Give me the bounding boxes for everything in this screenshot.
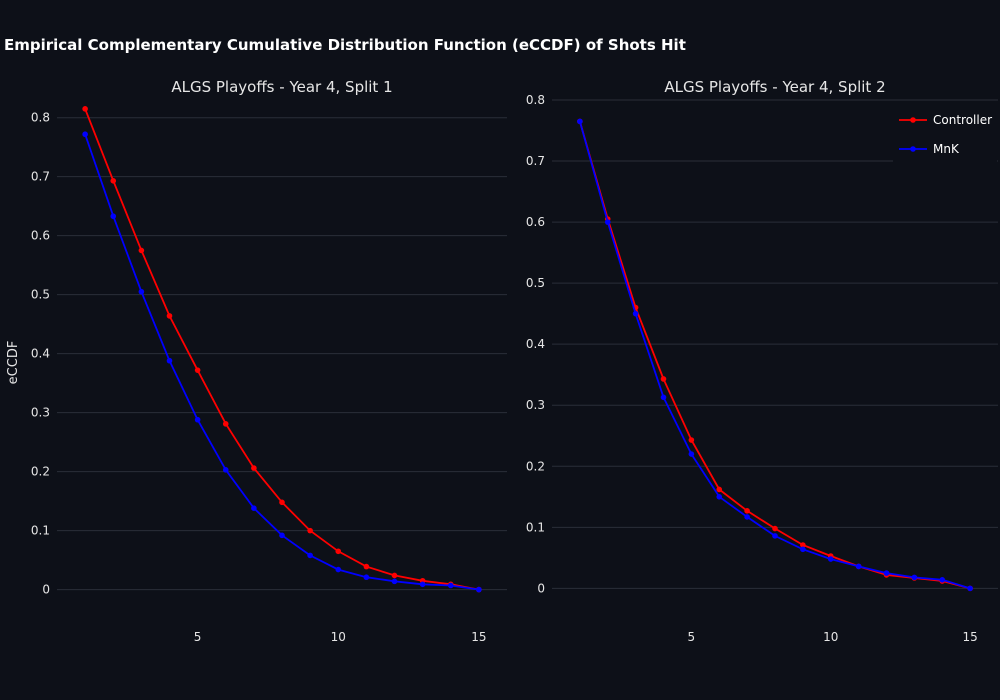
chart2-series-line-mnk [579,121,971,590]
chart2-point-mnk-8 [772,533,778,539]
chart2-point-mnk-1 [577,118,583,125]
chart1-point-controller-3 [138,247,145,254]
chart2-point-mnk-9 [800,546,806,553]
chart2-legend-label-mnk: MnK [933,142,960,156]
chart1-point-controller-6 [222,421,229,427]
chart2-y-tick-label-5: 0.5 [526,276,545,290]
chart2-point-mnk-13 [911,574,918,581]
chart2-point-controller-6 [716,486,723,493]
chart2-y-tick-label-6: 0.6 [526,215,545,229]
chart1-y-tick-label-7: 0.7 [31,170,50,184]
chart1-point-mnk-12 [391,578,398,585]
chart2-point-mnk-6 [716,494,723,500]
chart1-point-mnk-9 [307,552,313,559]
chart1-y-tick-label-4: 0.4 [31,347,50,361]
chart1-y-tick-label-3: 0.3 [31,406,50,420]
chart1-point-mnk-7 [251,505,257,512]
chart2-y-tick-label-4: 0.4 [526,337,545,351]
chart1-point-mnk-15 [476,586,482,593]
chart1-point-mnk-6 [222,467,229,473]
chart1-point-mnk-2 [110,213,117,220]
chart1-point-mnk-3 [138,288,145,295]
chart1-x-tick-label-0: 5 [194,630,202,644]
chart1-y-tick-label-5: 0.5 [31,288,50,302]
chart1-y-tick-label-0: 0 [42,583,50,597]
chart1-point-mnk-5 [194,416,201,423]
chart2-legend-label-controller: Controller [933,113,992,127]
chart2-point-mnk-10 [827,556,834,562]
chart1-y-tick-label-2: 0.2 [31,465,50,479]
chart1-y-tick-label-1: 0.1 [31,524,50,538]
chart1-point-controller-1 [82,106,88,112]
chart2-point-mnk-2 [604,219,611,225]
chart2-legend-box [893,108,997,164]
chart1-series-line-controller [84,108,480,591]
chart2-point-mnk-7 [744,514,750,520]
chart1-y-axis-label: eCCDF [6,341,21,385]
chart2-y-tick-label-1: 0.1 [526,520,545,534]
chart2-x-tick-label-0: 5 [688,630,696,644]
figure-title: Empirical Complementary Cumulative Distr… [4,36,686,54]
chart2-series-line-controller [579,121,971,590]
chart1-point-controller-4 [166,313,173,319]
chart2-legend-marker-mnk [910,146,916,152]
chart1-point-controller-7 [251,465,257,471]
chart1-point-mnk-13 [419,581,426,588]
chart2-point-controller-8 [772,525,778,532]
chart1-y-tick-label-6: 0.6 [31,229,50,243]
chart2-y-tick-label-3: 0.3 [526,398,545,412]
chart1-title: ALGS Playoffs - Year 4, Split 1 [171,78,392,96]
chart1-point-mnk-11 [363,574,370,581]
chart1-x-tick-label-2: 15 [471,630,486,644]
chart1-point-mnk-10 [335,566,342,573]
chart2-point-controller-7 [744,508,750,514]
chart1-point-controller-12 [391,572,398,579]
chart2-point-mnk-15 [967,585,973,592]
chart2-point-mnk-5 [688,451,695,457]
chart2-point-mnk-3 [632,310,639,317]
chart2-y-tick-label-8: 0.8 [526,93,545,107]
chart2-point-controller-5 [688,437,695,443]
chart1-point-mnk-8 [279,532,285,539]
chart1-point-mnk-14 [447,582,454,589]
chart1-point-mnk-4 [166,357,173,364]
chart1-x-tick-label-1: 10 [331,630,346,644]
chart1-series-line-mnk [84,133,480,591]
chart1-point-mnk-1 [82,131,88,138]
chart2-point-mnk-14 [939,577,946,583]
chart2-legend-marker-controller [910,117,916,123]
chart1-y-tick-label-8: 0.8 [31,111,50,125]
chart2-title: ALGS Playoffs - Year 4, Split 2 [664,78,885,96]
chart2-point-controller-9 [800,542,806,548]
chart1-point-controller-11 [363,563,370,570]
chart2-x-tick-label-1: 10 [823,630,838,644]
chart2-y-tick-label-0: 0 [537,581,545,595]
chart2-point-mnk-12 [883,570,890,576]
chart2-point-mnk-11 [855,563,862,570]
chart1-point-controller-10 [335,548,342,555]
chart2-y-tick-label-2: 0.2 [526,459,545,473]
chart2-y-tick-label-7: 0.7 [526,154,545,168]
chart1-point-controller-5 [194,367,201,373]
chart2-point-controller-4 [660,376,667,382]
chart1-point-controller-8 [279,499,285,506]
chart2-x-tick-label-2: 15 [962,630,977,644]
chart2-point-mnk-4 [660,394,667,401]
chart1-point-controller-2 [110,178,117,184]
chart1-point-controller-9 [307,527,313,534]
